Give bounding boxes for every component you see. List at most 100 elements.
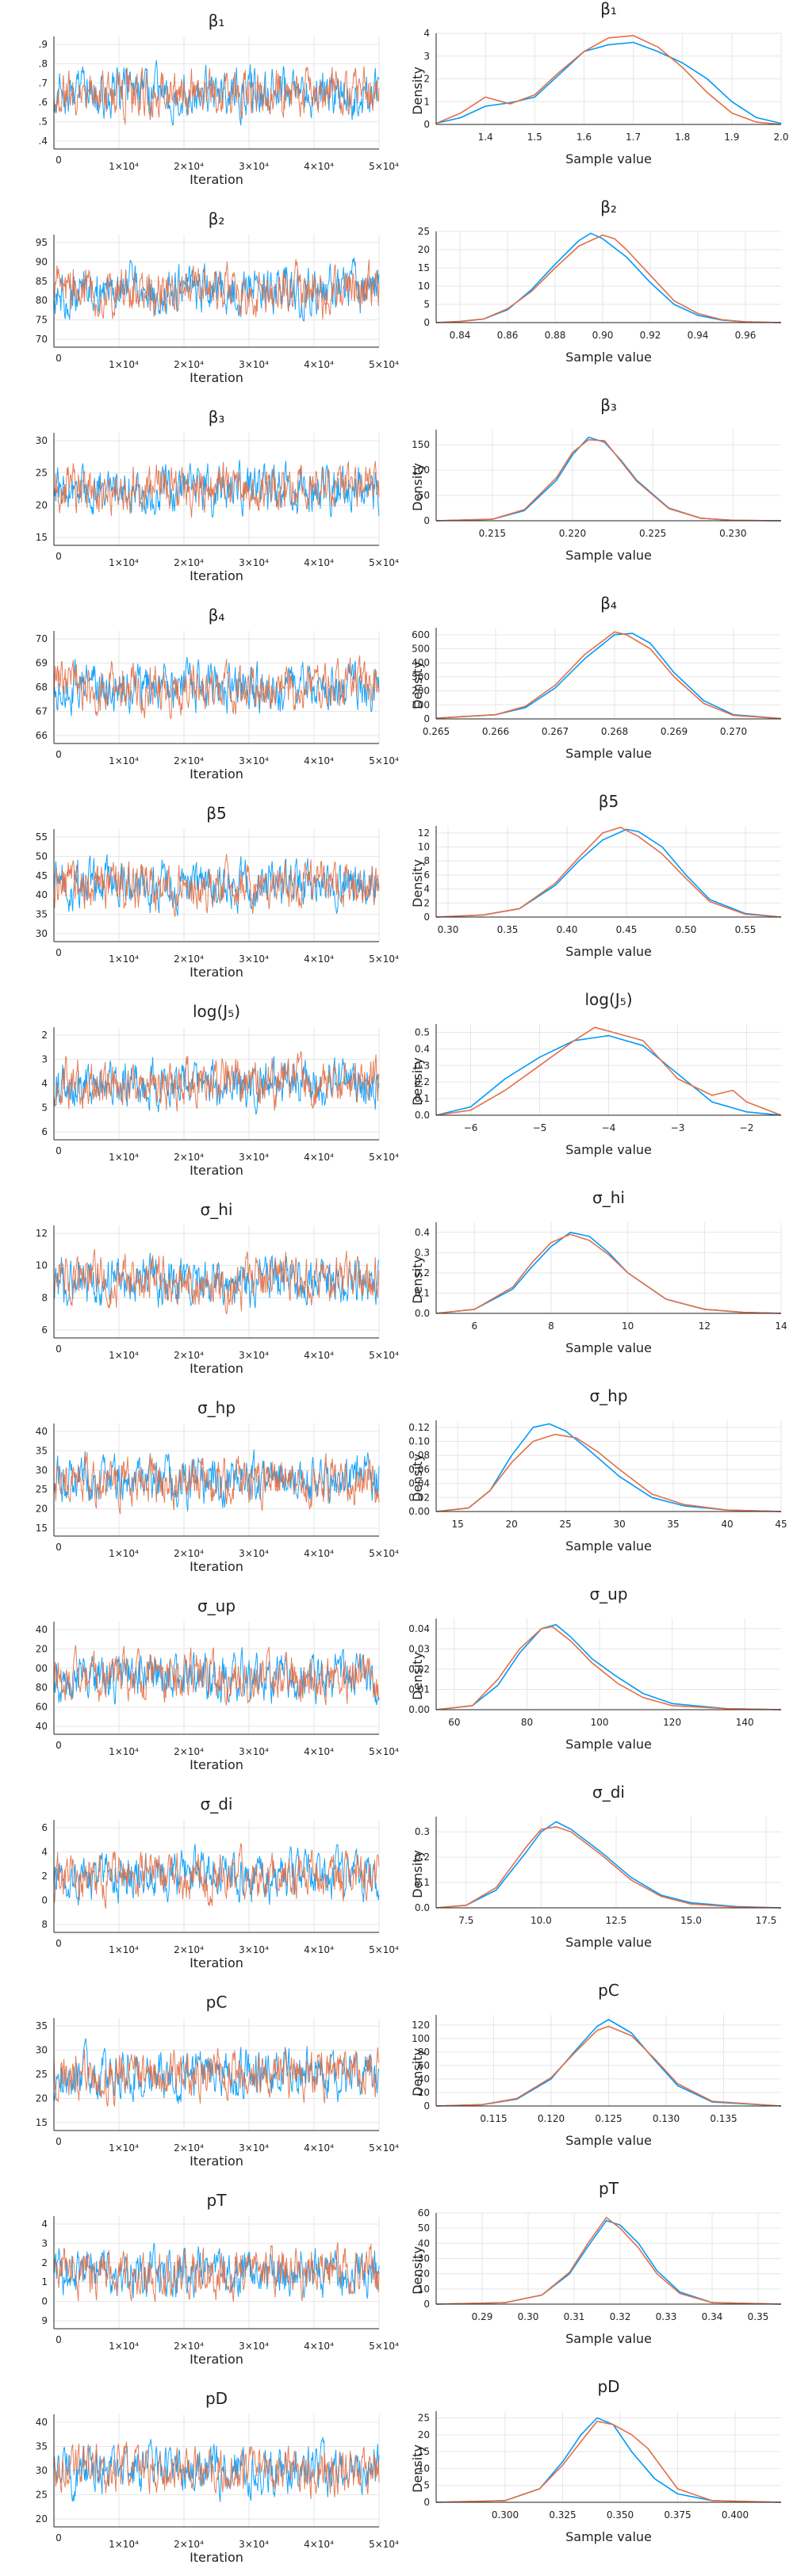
trace-xtick-label: 1×10⁴ [109, 1746, 139, 1757]
trace-xtick-label: 3×10⁴ [239, 2539, 269, 2550]
density-ytick-label: 0 [423, 119, 430, 130]
trace-xtick-label: 1×10⁴ [109, 1152, 139, 1163]
density-chain-2 [435, 1433, 782, 1512]
trace-xtick-label: 1×10⁴ [109, 954, 139, 965]
density-chain-1 [435, 633, 782, 720]
trace-title: β₁ [209, 11, 225, 30]
param-row: pC 35 30 25 20 15 0 1×10⁴ 2×10⁴ 3×10⁴ 4×10⁴ 5×10⁴ It… [36, 1981, 782, 2169]
trace-ytick-label: 15 [36, 532, 48, 543]
density-xlabel: Sample value [565, 548, 652, 563]
trace-title: σ_up [197, 1596, 236, 1615]
density-ytick-label: 120 [412, 2020, 430, 2031]
density-xtick-label: 60 [448, 1717, 460, 1728]
density-xtick-label: 1.4 [478, 132, 493, 143]
trace-xtick-label: 1×10⁴ [109, 161, 139, 172]
density-xtick-label: 2.0 [773, 132, 788, 143]
density-ytick-label: 4 [423, 884, 430, 895]
trace-chain-1 [53, 257, 380, 322]
trace-ytick-label: 5 [41, 1103, 48, 1114]
trace-ytick-label: 20 [36, 499, 48, 510]
trace-ytick-label: 40 [36, 1624, 48, 1635]
density-ytick-label: 0 [423, 2299, 430, 2310]
trace-xtick-label: 4×10⁴ [304, 2539, 334, 2550]
trace-xtick-label: 3×10⁴ [239, 2341, 269, 2352]
density-chain-1 [435, 436, 782, 522]
density-chain-2 [435, 234, 782, 323]
density-xtick-label: 0.29 [472, 2311, 493, 2322]
trace-xtick-label: 2×10⁴ [174, 2539, 204, 2550]
density-xtick-label: 0.84 [450, 330, 471, 341]
trace-xtick-label: 1×10⁴ [109, 2142, 139, 2154]
density-ylabel: Density [410, 2048, 425, 2096]
density-ytick-label: 0.10 [408, 1436, 430, 1447]
trace-ytick-label: .5 [39, 117, 48, 128]
trace-xlabel: Iteration [190, 370, 243, 385]
density-xlabel: Sample value [565, 1538, 652, 1554]
trace-xtick-label: 2×10⁴ [174, 1944, 204, 1955]
density-xtick-label: 0.45 [616, 924, 638, 935]
trace-title: β5 [206, 804, 227, 823]
trace-ytick-label: 25 [36, 468, 48, 479]
density-ytick-label: 10 [418, 2463, 430, 2474]
density-ytick-label: 0.3 [415, 1826, 430, 1837]
density-ytick-label: 40 [418, 2238, 430, 2249]
trace-chain-1 [53, 2436, 380, 2502]
trace-ytick-label: 2 [41, 2257, 48, 2268]
density-xtick-label: 0.30 [438, 924, 459, 935]
density-chain-1 [435, 1423, 782, 1512]
trace-ytick-label: 6 [41, 1822, 48, 1833]
trace-xtick-label: 5×10⁴ [369, 557, 399, 568]
param-row: log(J₅) 2 3 4 5 60 1×10⁴ 2×10⁴ 3×10⁴ 4×10⁴ 5×10⁴ It… [41, 990, 782, 1178]
trace-xtick-label: 5×10⁴ [369, 954, 399, 965]
trace-xtick-label: 4×10⁴ [304, 1350, 334, 1361]
density-xtick-label: 0.55 [735, 924, 757, 935]
density-ytick-label: 0.2 [415, 1852, 430, 1863]
trace-ytick-label: 4 [41, 2219, 48, 2230]
density-chain-2 [435, 1026, 782, 1116]
trace-xtick-label: 4×10⁴ [304, 1548, 334, 1559]
density-chain-1 [435, 1821, 782, 1909]
density-xlabel: Sample value [565, 1340, 652, 1355]
trace-xtick-label: 0 [56, 1343, 62, 1355]
trace-chain-2 [53, 1645, 380, 1706]
density-xtick-label: 0.94 [688, 330, 709, 341]
density-xtick-label: −2 [740, 1122, 754, 1133]
density-ytick-label: 5 [423, 2480, 430, 2491]
trace-xtick-label: 5×10⁴ [369, 1548, 399, 1559]
density-xtick-label: 7.5 [458, 1915, 473, 1926]
trace-xtick-label: 4×10⁴ [304, 1746, 334, 1757]
density-xtick-label: 0.86 [497, 330, 519, 341]
trace-chain-2 [53, 1452, 380, 1515]
trace-ytick-label: .8 [39, 58, 48, 69]
trace-ytick-label: 20 [36, 1504, 48, 1515]
density-ylabel: Density [410, 67, 425, 115]
density-xtick-label: 6 [472, 1320, 478, 1332]
density-ytick-label: 0.00 [408, 1704, 430, 1715]
trace-xtick-label: 0 [56, 155, 62, 166]
trace-ytick-label: 2 [41, 1871, 48, 1882]
trace-xtick-label: 3×10⁴ [239, 1944, 269, 1955]
trace-ytick-label: 15 [36, 2117, 48, 2128]
trace-xtick-label: 1×10⁴ [109, 557, 139, 568]
trace-xtick-label: 4×10⁴ [304, 2142, 334, 2154]
density-ytick-label: 80 [418, 2047, 430, 2058]
density-title: β₁ [600, 0, 617, 18]
density-xtick-label: 45 [775, 1519, 787, 1530]
density-ylabel: Density [410, 1256, 425, 1304]
trace-ytick-label: 95 [36, 237, 48, 248]
density-ytick-label: 25 [418, 2413, 430, 2424]
trace-chain-1 [53, 59, 380, 126]
density-ytick-label: 40 [418, 2073, 430, 2085]
density-xlabel: Sample value [565, 2331, 652, 2346]
density-ytick-label: 150 [412, 439, 430, 450]
trace-chain-2 [53, 2441, 380, 2499]
density-chain-2 [435, 1825, 782, 1909]
trace-ytick-label: 90 [36, 256, 48, 267]
trace-title: σ_hp [197, 1398, 236, 1417]
trace-xlabel: Iteration [190, 172, 243, 187]
density-ytick-label: 0.1 [415, 1287, 430, 1298]
density-chain-2 [435, 35, 782, 125]
trace-ytick-label: 15 [36, 1523, 48, 1534]
trace-ytick-label: 40 [36, 1721, 48, 1732]
